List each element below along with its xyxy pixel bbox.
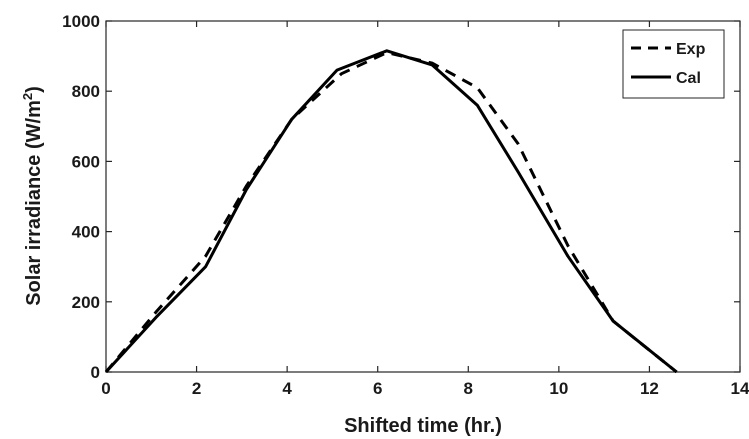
x-tick-label: 8 (464, 379, 473, 398)
x-tick-label: 10 (549, 379, 568, 398)
legend: Exp Cal (622, 29, 725, 99)
y-axis-label-main: Solar irradiance (W/m (23, 100, 45, 306)
legend-label-cal: Cal (676, 70, 701, 87)
legend-box (622, 29, 725, 99)
x-tick-label: 4 (282, 379, 292, 398)
y-axis-label: Solar irradiance (W/m2) (20, 86, 45, 306)
x-tick-label: 12 (640, 379, 659, 398)
series-layer (104, 49, 678, 374)
y-tick-label: 600 (72, 152, 100, 171)
y-tick-label: 0 (91, 363, 100, 382)
x-tick-label: 6 (373, 379, 382, 398)
series-line-cal (104, 49, 678, 374)
y-tick-label: 800 (72, 82, 100, 101)
series-line-exp (104, 51, 678, 374)
y-tick-label: 1000 (62, 12, 100, 31)
x-tick-label: 2 (192, 379, 201, 398)
y-tick-label: 400 (72, 223, 100, 242)
legend-label-exp: Exp (676, 41, 706, 58)
x-axis-label: Shifted time (hr.) (344, 415, 502, 437)
x-axis-ticks: 0 2 4 6 8 10 12 14 (101, 21, 749, 398)
y-axis-label-superscript: 2 (20, 93, 35, 100)
x-tick-label: 14 (731, 379, 749, 398)
x-tick-label: 0 (101, 379, 110, 398)
y-tick-label: 200 (72, 293, 100, 312)
y-axis-ticks: 0 200 400 600 800 1000 (62, 12, 740, 382)
y-axis-label-close: ) (23, 86, 45, 93)
